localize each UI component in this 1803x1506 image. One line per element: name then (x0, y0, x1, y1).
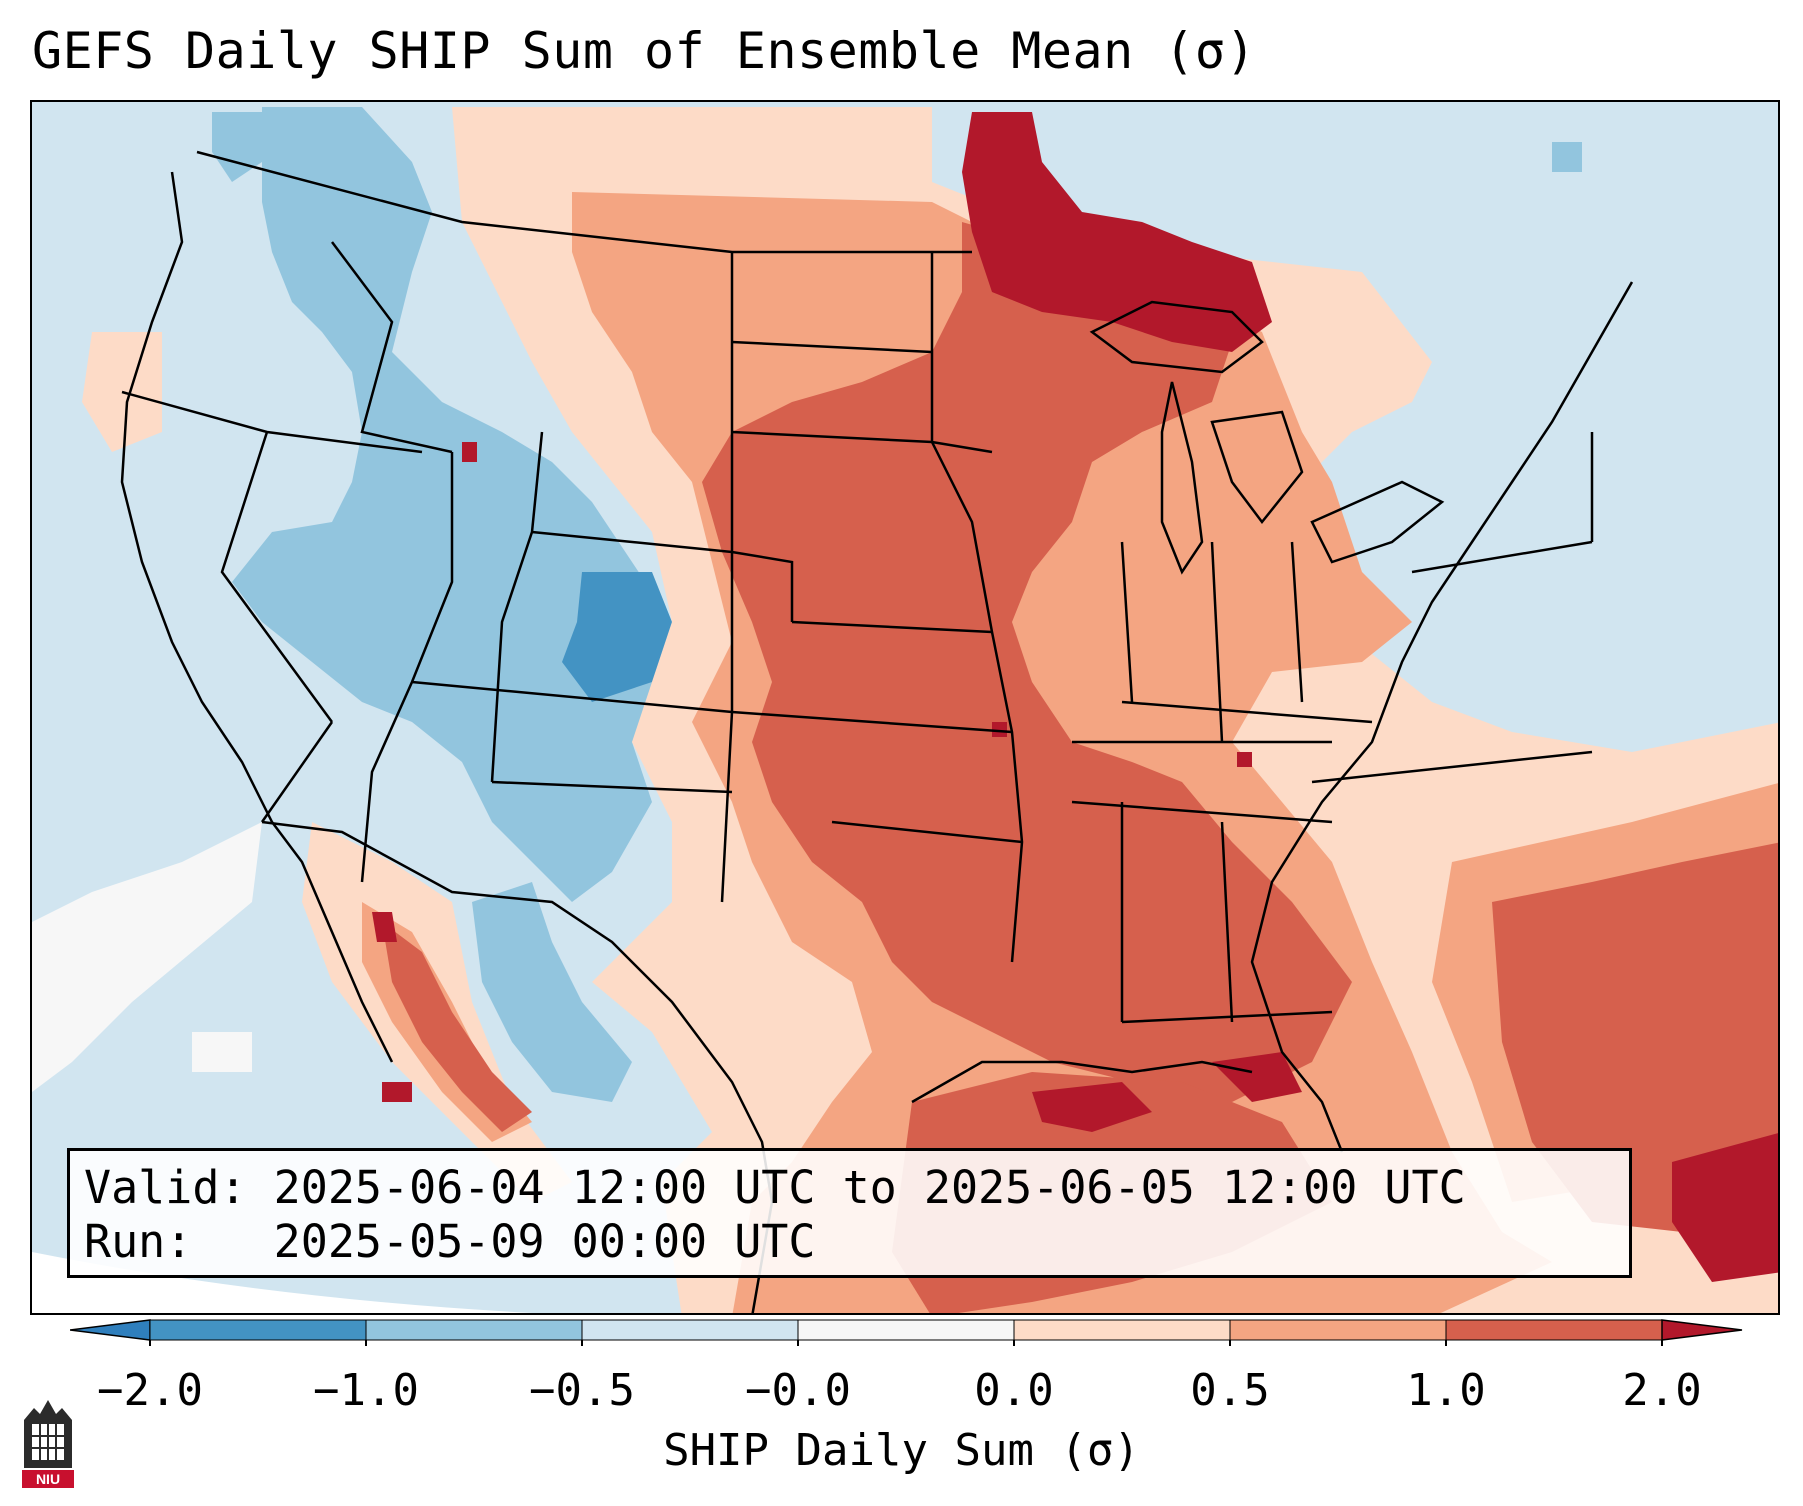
colorbar-tick-label: 2.0 (1622, 1365, 1702, 1416)
map-panel (30, 100, 1780, 1315)
colorbar-bins (70, 1319, 1743, 1341)
colorbar-extend-low (70, 1319, 151, 1341)
niu-logo: NIU (22, 1400, 74, 1488)
colorbar-bin (581, 1319, 799, 1341)
colorbar-label: SHIP Daily Sum (σ) (663, 1425, 1140, 1476)
extreme-positive-regions (372, 112, 1778, 1282)
colorbar-bin (1229, 1319, 1447, 1341)
page-title: GEFS Daily SHIP Sum of Ensemble Mean (σ) (32, 22, 1257, 80)
colorbar-tick-label: −0.5 (529, 1365, 635, 1416)
colorbar-tick-label: 1.0 (1406, 1365, 1486, 1416)
colorbar-bin (365, 1319, 583, 1341)
colorbar-ticks (149, 1340, 1663, 1346)
logo-text: NIU (36, 1471, 60, 1487)
colorbar-bin (1013, 1319, 1231, 1341)
colorbar (70, 1319, 1743, 1346)
projection-edge (32, 1252, 533, 1313)
strong-negative-anomaly (562, 572, 672, 702)
colorbar-bin (149, 1319, 367, 1341)
colorbar-bin (797, 1319, 1015, 1341)
colorbar-tick-label: 0.5 (1190, 1365, 1270, 1416)
ship-anomaly-map (32, 102, 1778, 1313)
valid-line: Valid: 2025-06-04 12:00 UTC to 2025-06-0… (84, 1161, 1466, 1214)
info-box: Valid: 2025-06-04 12:00 UTC to 2025-06-0… (67, 1148, 1632, 1278)
colorbar-tick-label: 0.0 (974, 1365, 1054, 1416)
colorbar-tick-label: −2.0 (97, 1365, 203, 1416)
colorbar-extend-high (1661, 1319, 1743, 1341)
run-line: Run: 2025-05-09 00:00 UTC (84, 1215, 816, 1268)
neutral-regions (32, 822, 262, 1092)
colorbar-tick-label: −1.0 (313, 1365, 419, 1416)
colorbar-tick-label: −0.0 (745, 1365, 851, 1416)
colorbar-bin (1445, 1319, 1663, 1341)
